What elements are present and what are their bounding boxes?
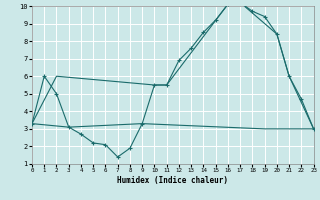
X-axis label: Humidex (Indice chaleur): Humidex (Indice chaleur) bbox=[117, 176, 228, 185]
